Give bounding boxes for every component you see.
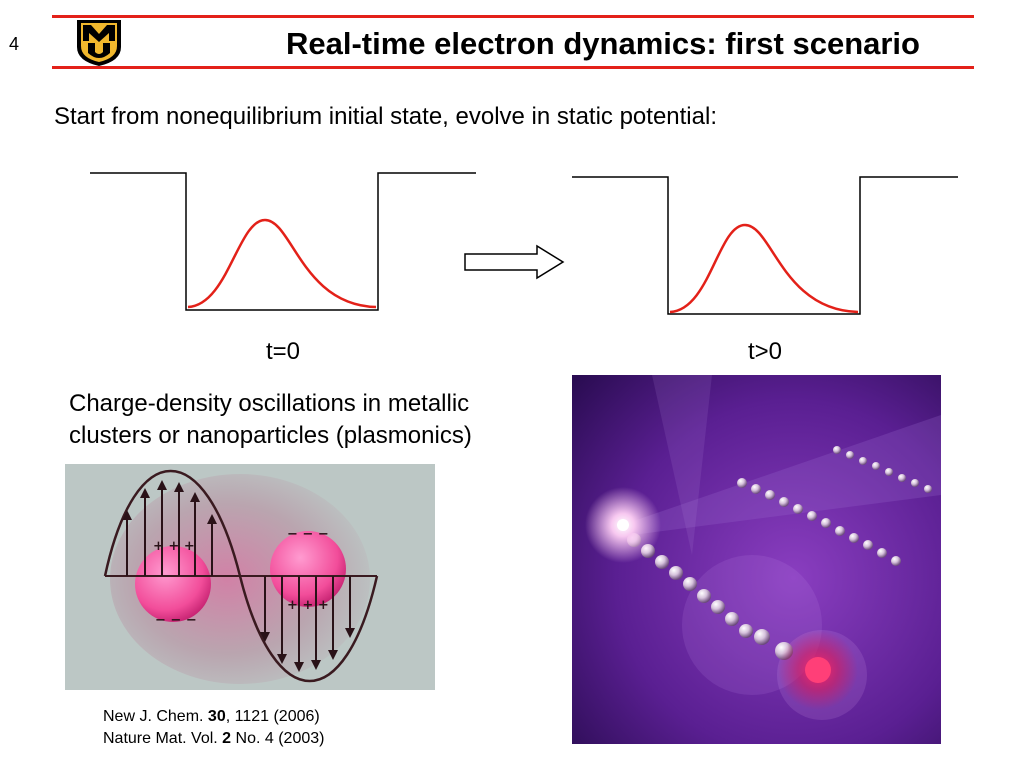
reference-journal: New J. Chem. <box>103 708 208 725</box>
slide-title: Real-time electron dynamics: first scena… <box>285 26 920 61</box>
bead-chain-top <box>833 446 932 493</box>
reference-issue-year: No. 4 (2003) <box>231 730 325 747</box>
wave-packet-evolved <box>669 223 859 314</box>
references: New J. Chem. 30, 1121 (2006) Nature Mat.… <box>103 706 324 750</box>
bead-chain-upper <box>737 478 901 566</box>
svg-text:+ + +: + + + <box>287 598 329 613</box>
potential-well-left <box>90 172 476 311</box>
reference-journal: Nature Mat. Vol. <box>103 730 223 747</box>
field-arrows-down <box>264 576 351 666</box>
header-bottom-rule <box>52 66 974 69</box>
plasmonics-description: Charge-density oscillations in metallic … <box>69 388 569 452</box>
label-t-zero: t=0 <box>265 338 301 365</box>
reference-volume: 2 <box>222 730 232 747</box>
evolved-state-well-diagram <box>572 176 958 315</box>
wave-packet-initial <box>187 218 377 309</box>
field-arrows-up <box>126 486 213 576</box>
mizzou-logo-icon <box>77 20 121 66</box>
potential-well-right <box>572 176 958 315</box>
svg-text:− − −: − − − <box>287 527 329 542</box>
plasmon-oscillation-illustration: + + + − − − − − − + + + <box>65 464 435 690</box>
label-t-positive: t>0 <box>747 338 783 365</box>
description-line-2: clusters or nanoparticles (plasmonics) <box>69 422 472 449</box>
nanoparticle-chain-artwork <box>572 375 941 744</box>
light-flare <box>617 519 629 531</box>
svg-text:− − −: − − − <box>155 613 197 628</box>
slide-subtitle: Start from nonequilibrium initial state,… <box>54 103 717 130</box>
svg-text:+ + +: + + + <box>153 539 195 554</box>
reference-nature-mat: Nature Mat. Vol. 2 No. 4 (2003) <box>103 728 324 750</box>
reference-new-j-chem: New J. Chem. 30, 1121 (2006) <box>103 706 324 728</box>
nanoparticle-left <box>135 546 211 622</box>
header-top-rule <box>52 15 974 18</box>
right-block-arrow-icon <box>464 244 565 280</box>
slide-number: 4 <box>9 34 20 54</box>
reference-volume: 30 <box>207 708 226 725</box>
reference-pages-year: , 1121 (2006) <box>225 708 320 725</box>
initial-state-well-diagram <box>90 172 476 311</box>
description-line-1: Charge-density oscillations in metallic <box>69 390 470 417</box>
nanoparticle-right <box>270 531 346 607</box>
